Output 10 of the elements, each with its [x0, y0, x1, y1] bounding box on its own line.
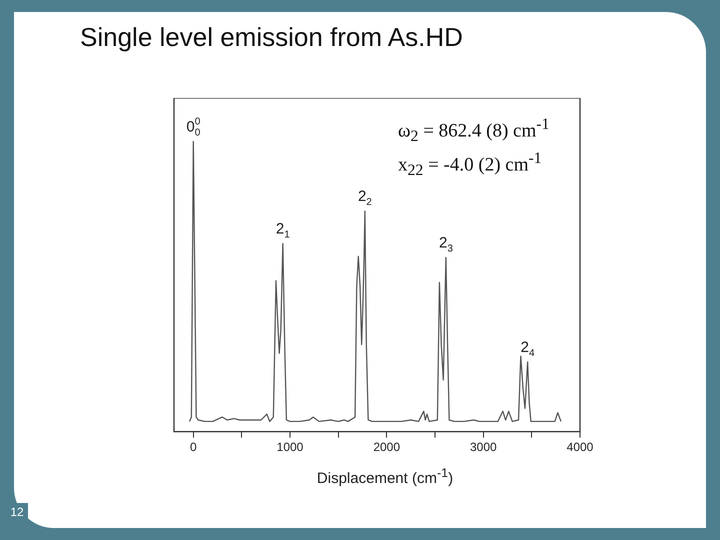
x-axis-title: Displacement (cm$^{-1}$)	[316, 466, 454, 487]
x-tick-label: 1000	[276, 440, 304, 454]
x-tick-label: 4000	[566, 440, 594, 454]
chart-title: Single level emission from As.HD	[80, 22, 463, 53]
text: 12	[6, 503, 28, 521]
annotation: x$_{22}$ = -4.0 (2) cm$^{-1}$	[398, 149, 543, 182]
x-tick-label: 3000	[470, 440, 498, 454]
annotation: ω$_{2}$ = 862.4 (8) cm$^{-1}$	[398, 115, 550, 148]
x-tick-label: 2000	[373, 440, 400, 454]
x-tick-label: 0	[190, 440, 197, 454]
